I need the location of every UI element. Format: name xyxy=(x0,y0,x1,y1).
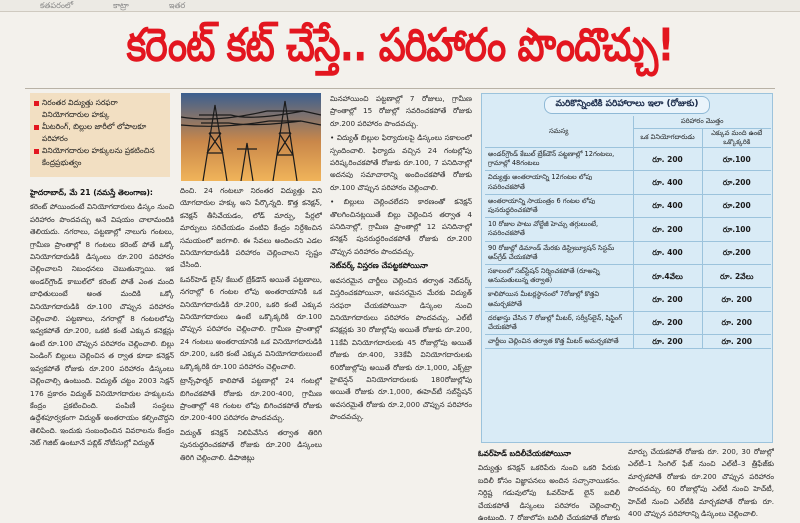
row-issue: అండర్‌గ్రౌండ్ కేబుల్ బ్రేక్‌డౌన్ పట్టణాల… xyxy=(485,147,633,172)
top-strip-item: ఇతర xyxy=(168,1,186,10)
compensation-table-box: మరికొన్నింటికి పరిహారాలు ఇలా (రోజుకు) సమ… xyxy=(481,93,773,443)
table-row: అండర్‌గ్రౌండ్ కేబుల్ బ్రేక్‌డౌన్ పట్టణాల… xyxy=(485,147,771,172)
table-row: సకాలంలో సబ్‌స్టేషన్ నిర్మించకపోతే (రూఅన్… xyxy=(485,264,771,289)
row-multi: రూ.100 xyxy=(701,147,771,172)
row-issue: విద్యుత్తు అంతరాయాన్ని 12గంటల లోపు సవరిం… xyxy=(485,170,633,195)
table-title-bar: మరికొన్నింటికి పరిహారాలు ఇలా (రోజుకు) xyxy=(482,94,772,116)
row-issue: దరఖాస్తు చేసిన 7 రోజుల్లో మీటర్, సర్వీస్… xyxy=(485,311,633,336)
row-single: రూ. 200 xyxy=(632,287,702,312)
compensation-table: సమస్య పరిహారం మొత్తం ఒక వినియోగదారుడు ఎక… xyxy=(485,116,771,350)
header-compensation: పరిహారం మొత్తం xyxy=(632,116,771,129)
header-single: ఒక వినియోగదారుడు xyxy=(632,128,702,148)
highlights-box: నిరంతర విద్యుత్తు సరఫరా వినియోగదారుల హక్… xyxy=(30,93,170,177)
table-row: విద్యుత్తు అంతరాయాన్ని 12గంటల లోపు సవరిం… xyxy=(485,170,771,195)
table-subheader-row: ఒక వినియోగదారుడు ఎక్కువ మంది ఉంటే ఒక్కొక… xyxy=(485,128,771,148)
row-multi: రూ.200 xyxy=(701,241,771,265)
row-multi: రూ.200 xyxy=(701,194,771,219)
article-column-2: దించి. 24 గంటలూ నిరంతర విద్యుత్తు విని య… xyxy=(180,185,322,520)
table-row: దరఖాస్తు చేసిన 7 రోజుల్లో మీటర్, సర్వీస్… xyxy=(485,311,771,336)
article-paragraph: విద్యుత్ కనెక్షన్ నిలిపివేసిన తర్వాత తిర… xyxy=(180,427,322,462)
article-paragraph: విద్యుత్తు కనెక్షన్ ఒకరిపేరు నుంచి ఒకరి … xyxy=(478,463,620,520)
power-tower-photo xyxy=(181,93,321,181)
article-paragraph: అవసరమైన చార్జీలు చెల్లించిన తర్వాత నెట్‌… xyxy=(330,275,472,422)
article-paragraph: మినహాయించి పట్టణాల్లో 7 రోజులు, గ్రామీణ … xyxy=(330,94,472,128)
row-multi: రూ. 2వేలు xyxy=(701,264,771,289)
article-paragraph: • విద్యుత్ బిల్లుల ఫిర్యాదులపై డిస్కంలు … xyxy=(330,133,472,192)
top-strip-item: కతపరంలో xyxy=(40,1,74,10)
article-paragraph: ఓవర్‌హెడ్ లైన్/ కేబుల్ బ్రేక్‌డౌన్ అయితే… xyxy=(180,274,322,371)
article-column-3: మినహాయించి పట్టణాల్లో 7 రోజులు, గ్రామీణ … xyxy=(330,93,472,520)
row-multi: రూ. 200 xyxy=(701,287,771,312)
table-row: 90 రోజుల్లో డిమాండ్ మేరకు డిస్ట్రిబ్యూషన… xyxy=(485,241,771,265)
header-issue: సమస్య xyxy=(485,116,633,148)
article-paragraph: కరెంట్ పోయిందంటే వినియోగదారులు డిస్కం ను… xyxy=(30,202,174,448)
row-single: రూ. 200 xyxy=(632,334,702,350)
row-single: రూ. 200 xyxy=(632,147,702,172)
article-paragraph: మార్పు చేయకపోతే రోజుకు రూ. 200, 30 రోజుల… xyxy=(628,447,774,519)
article-paragraph: • బిల్లులు చెల్లించలేదని కారణంతో కనెక్షన… xyxy=(330,197,472,256)
power-tower-image xyxy=(181,93,321,181)
row-multi: రూ. 200 xyxy=(701,334,771,350)
row-issue: 10 రోజుల పాటు వోల్టేజీ హెచ్చు తగ్గులుంటే… xyxy=(485,217,633,242)
article-column-4: ఓవర్‌హెడ్ బదిలీచేయకపోయినా విద్యుత్తు కనె… xyxy=(478,446,620,520)
table-row: కాలిపోయిన మీటర్లస్థానంలో 7రోజుల్లో కొత్త… xyxy=(485,287,771,312)
row-single: రూ. 400 xyxy=(632,194,702,219)
row-multi: రూ.200 xyxy=(701,170,771,195)
divider xyxy=(25,88,775,89)
article-column-1: హైదరాబాద్, మే 21 (నమస్తే తెలంగాణ): కరెంట… xyxy=(30,185,174,520)
row-multi: రూ. 200 xyxy=(701,311,771,336)
highlight-item: మీటరింగ్, బిల్లుల జారీలో లోపాలకూ పరిహారం xyxy=(34,121,166,145)
article-paragraph: ట్రాన్స్‌ఫార్మర్ కాలిపోతే పట్టణాల్లో 24 … xyxy=(180,376,322,423)
article-paragraph: దించి. 24 గంటలూ నిరంతర విద్యుత్తు విని య… xyxy=(180,186,322,270)
table-header-row: సమస్య పరిహారం మొత్తం xyxy=(485,116,771,148)
article-column-5: మార్పు చేయకపోతే రోజుకు రూ. 200, 30 రోజుల… xyxy=(628,446,774,520)
row-single: రూ. 200 xyxy=(632,311,702,336)
section-subheading: ఓవర్‌హెడ్ బదిలీచేయకపోయినా xyxy=(478,449,572,458)
section-subheading: నెట్‌వర్క్ విస్తరణ చేపట్టకపోయినా xyxy=(330,261,428,271)
highlight-item: వినియోగదారుల హక్కులను ప్రకటించిన కేంద్రప… xyxy=(34,145,166,169)
row-multi: రూ.100 xyxy=(701,217,771,242)
row-issue: అంతరాయాన్ని సాయంత్రం 6 గంటల లోపు పునరుద్… xyxy=(485,194,633,219)
table-title: మరికొన్నింటికి పరిహారాలు ఇలా (రోజుకు) xyxy=(544,96,710,114)
top-strip: కతపరంలో కాట్రా ఇతర xyxy=(0,0,800,12)
headline: కరెంట్ కట్ చేస్తే.. పరిహారం పొందొచ్చు! xyxy=(126,18,674,72)
table-row: అంతరాయాన్ని సాయంత్రం 6 గంటల లోపు పునరుద్… xyxy=(485,194,771,219)
row-issue: సకాలంలో సబ్‌స్టేషన్ నిర్మించకపోతే (రూఅన్… xyxy=(485,264,633,289)
table-row: చార్జీలు చెల్లించిన తర్వాత కొత్త మీటర్ అ… xyxy=(485,334,771,350)
headline-container: కరెంట్ కట్ చేస్తే.. పరిహారం పొందొచ్చు! xyxy=(0,14,800,88)
header-multi: ఎక్కువ మంది ఉంటే ఒక్కొక్కరికి xyxy=(701,128,771,148)
top-strip-item: కాట్రా xyxy=(113,1,129,10)
row-single: రూ. 200 xyxy=(632,217,702,242)
row-single: రూ. 400 xyxy=(632,170,702,195)
row-single: రూ. 400 xyxy=(632,241,702,265)
row-issue: 90 రోజుల్లో డిమాండ్ మేరకు డిస్ట్రిబ్యూషన… xyxy=(485,241,633,265)
row-issue: చార్జీలు చెల్లించిన తర్వాత కొత్త మీటర్ అ… xyxy=(485,334,633,350)
row-issue: కాలిపోయిన మీటర్లస్థానంలో 7రోజుల్లో కొత్త… xyxy=(485,287,633,312)
highlight-item: నిరంతర విద్యుత్తు సరఫరా వినియోగదారుల హక్… xyxy=(34,97,166,121)
row-single: రూ.4వేలు xyxy=(632,264,702,289)
table-row: 10 రోజుల పాటు వోల్టేజీ హెచ్చు తగ్గులుంటే… xyxy=(485,217,771,242)
dateline: హైదరాబాద్, మే 21 (నమస్తే తెలంగాణ): xyxy=(30,188,153,197)
